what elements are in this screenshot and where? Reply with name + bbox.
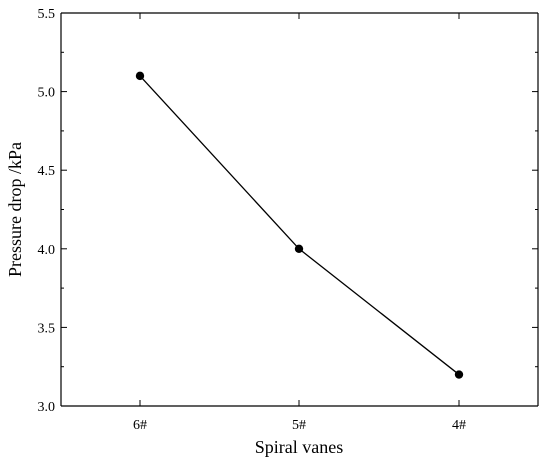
y-ticks: 3.0 3.5 4.0 4.5 5.0 5.5: [38, 7, 538, 415]
data-point: [135, 71, 145, 81]
y-tick-label: 5.5: [38, 7, 56, 22]
x-ticks: 6# 5# 4#: [133, 13, 466, 433]
plot-frame: [60, 12, 539, 407]
data-point: [294, 244, 304, 253]
y-tick-label: 4.5: [38, 164, 56, 179]
x-axis-title: Spiral vanes: [255, 437, 343, 457]
y-tick-label: 5.0: [38, 86, 56, 101]
y-tick-label: 3.0: [38, 400, 56, 415]
y-axis-title: Pressure drop /kPa: [5, 142, 25, 277]
series-line: [139, 75, 460, 376]
x-tick-label: 4#: [452, 418, 466, 433]
data-point: [454, 370, 464, 379]
x-tick-label: 6#: [133, 418, 147, 433]
y-tick-label: 4.0: [38, 243, 56, 258]
series: [135, 71, 464, 379]
x-tick-label: 5#: [292, 418, 306, 433]
y-tick-label: 3.5: [38, 321, 56, 336]
